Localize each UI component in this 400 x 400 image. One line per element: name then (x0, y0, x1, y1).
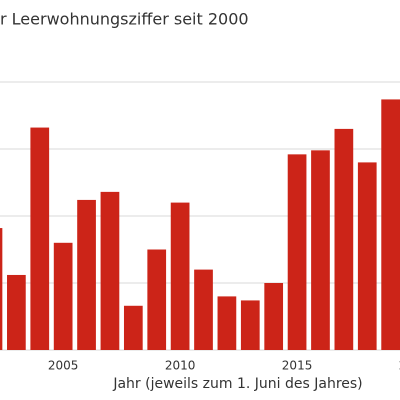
bar (287, 154, 307, 350)
bar (170, 202, 190, 350)
bar (100, 191, 120, 350)
bar (77, 199, 96, 350)
bar (334, 128, 354, 350)
bar (311, 150, 330, 350)
bar (123, 305, 143, 350)
x-tick-label: 2020 (399, 359, 400, 373)
bar (217, 296, 237, 350)
x-tick-label: 2010 (165, 359, 196, 373)
bar (264, 283, 284, 350)
x-tick-label: 2015 (282, 359, 313, 373)
bar (194, 269, 213, 350)
bar (147, 249, 167, 350)
bar (240, 300, 260, 350)
x-axis-label: Jahr (jeweils zum 1. Juni des Jahres) (112, 376, 362, 392)
bar (30, 127, 50, 350)
bar (357, 162, 377, 350)
bar (381, 99, 400, 350)
bar (0, 228, 3, 350)
bar (53, 242, 73, 350)
chart-title: r Leerwohnungsziffer seit 2000 (0, 10, 249, 29)
bar (7, 274, 26, 350)
x-tick-label: 2005 (48, 359, 79, 373)
